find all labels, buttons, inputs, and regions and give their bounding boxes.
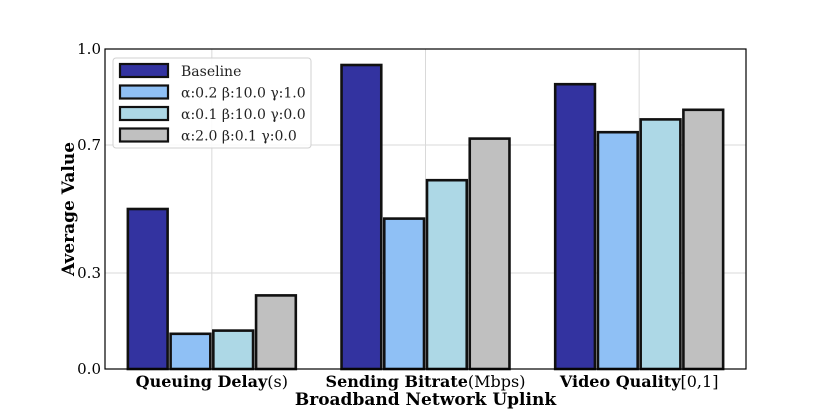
y-tick-label: 0.3 [77, 264, 101, 282]
legend-swatch [118, 127, 170, 143]
legend-label: α:0.2 β:10.0 γ:1.0 [181, 86, 306, 102]
x-axis-label: Broadband Network Uplink [295, 390, 557, 410]
y-tick-label: 0.7 [77, 136, 101, 154]
bar [596, 130, 639, 371]
x-ticks: Queuing Delay(s) Sending Bitrate(Mbps) Vid… [136, 372, 719, 391]
y-tick-label: 1.0 [77, 40, 101, 58]
plot-frame [104, 48, 747, 370]
x-tick-label: Sending Bitrate(Mbps) [326, 372, 526, 391]
bar [382, 217, 426, 371]
legend-label: α:0.1 β:10.0 γ:0.0 [181, 107, 306, 123]
bar [468, 137, 511, 371]
legend-box [112, 57, 312, 149]
legend: Baseline α:0.2 β:10.0 γ:1.0 α:0.1 β:10.0 γ… [112, 57, 312, 149]
bar [425, 178, 469, 371]
legend-swatch [118, 84, 170, 100]
bar [553, 82, 597, 371]
legend-label: Baseline [181, 64, 241, 80]
y-ticks: 0.0 0.3 0.7 1.0 [77, 40, 101, 378]
bar [254, 294, 298, 371]
x-tick-label: Queuing Delay(s) [136, 372, 288, 391]
bar [639, 118, 682, 371]
legend-swatch [118, 62, 170, 79]
legend-label: α:2.0 β:0.1 γ:0.0 [181, 129, 297, 145]
y-tick-label: 0.0 [77, 360, 101, 378]
legend-swatch [118, 105, 170, 122]
bar [212, 329, 255, 371]
bar [126, 207, 169, 371]
bar [682, 108, 725, 371]
x-tick-label: Video Quality[0,1] [559, 372, 719, 391]
y-axis-label: Average Value [59, 142, 79, 277]
bar [169, 332, 212, 371]
bar [340, 63, 383, 371]
bars [126, 63, 725, 371]
